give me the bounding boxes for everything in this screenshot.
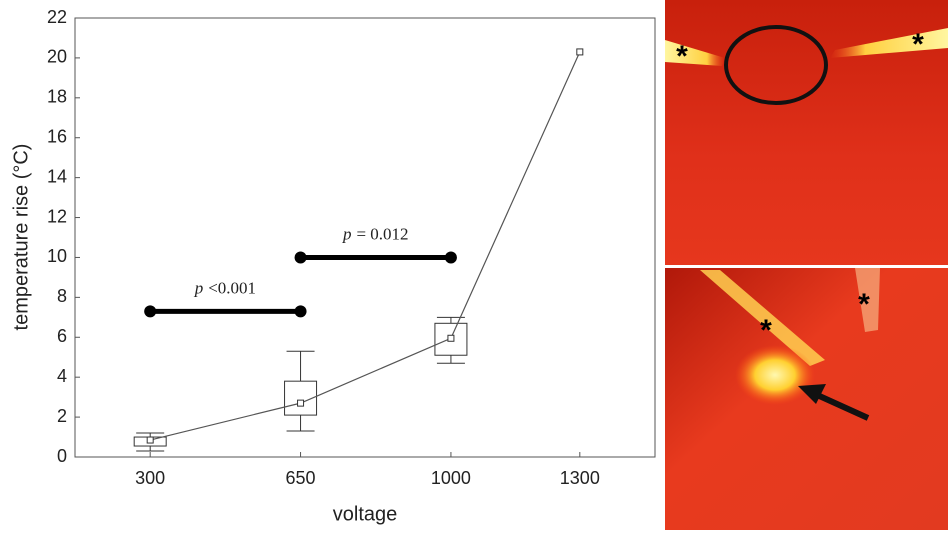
plot-frame (74, 17, 656, 458)
marker: * (912, 28, 924, 61)
p-text: <0.001 (208, 278, 256, 297)
point (146, 436, 154, 444)
significance-end (144, 305, 157, 318)
point (447, 334, 455, 342)
p-text: = 0.012 (356, 224, 408, 243)
y-tick-label: 2 (57, 406, 67, 426)
y-tick-label: 22 (47, 7, 67, 27)
x-tick-label: 1300 (560, 468, 600, 488)
y-tick-label: 10 (47, 246, 67, 266)
y-tick-label: 8 (57, 286, 67, 306)
p-value: p <0.001 (194, 278, 256, 297)
marker: * (676, 40, 688, 73)
marker: * (858, 288, 870, 321)
y-tick-label: 4 (57, 366, 67, 386)
x-axis-label: voltage (333, 503, 398, 525)
point (297, 399, 305, 407)
y-axis-label: temperature rise (°C) (10, 144, 32, 331)
trend-line (150, 51, 581, 441)
point (576, 48, 584, 56)
x-tick-label: 1000 (431, 468, 471, 488)
significance-end (294, 305, 307, 318)
p-symbol: p (342, 224, 352, 243)
y-tick-label: 0 (57, 446, 67, 466)
y-tick-label: 18 (47, 87, 67, 107)
y-tick-label: 6 (57, 326, 67, 346)
significance-end (294, 251, 307, 264)
p-value: p = 0.012 (342, 224, 409, 243)
y-tick-label: 16 (47, 126, 67, 146)
p-symbol: p (194, 278, 204, 297)
thermal-image-bottom (665, 268, 948, 530)
significance-end (444, 251, 457, 264)
x-tick-label: 650 (286, 468, 316, 488)
y-tick-label: 12 (47, 206, 67, 226)
y-tick-label: 14 (47, 166, 67, 186)
marker: * (760, 314, 772, 347)
x-tick-label: 300 (135, 468, 165, 488)
thermal-image-top (665, 0, 948, 265)
y-tick-label: 20 (47, 47, 67, 67)
